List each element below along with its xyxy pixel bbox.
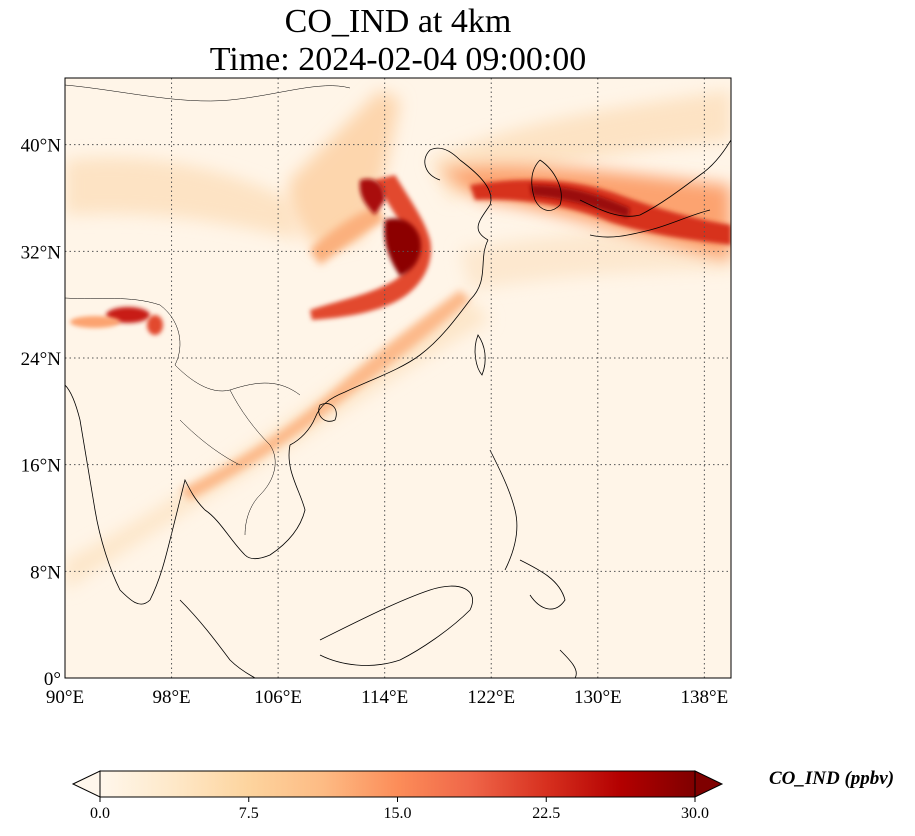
- colorbar-tick-label: 22.5: [532, 805, 561, 822]
- colorbar-tick-label: 15.0: [383, 805, 412, 822]
- colorbar-extend-max: [694, 770, 724, 798]
- latitude-tick-label: 8°N: [30, 562, 61, 583]
- colorbar: [71, 770, 724, 802]
- colorbar-label: CO_IND (ppbv): [769, 768, 895, 789]
- latitude-tick-label: 32°N: [21, 242, 62, 263]
- colorbar-tick-label: 7.5: [238, 805, 259, 822]
- coastlines: [65, 139, 731, 678]
- latitude-tick-label: 24°N: [21, 349, 62, 370]
- colorbar-tick-label: 0.0: [90, 805, 110, 822]
- plot-title: CO_IND at 4km: [284, 3, 512, 40]
- colorbar-gradient: [100, 771, 695, 797]
- longitude-tick-label: 122°E: [467, 687, 515, 708]
- plot-subtitle: Time: 2024-02-04 09:00:00: [209, 41, 587, 78]
- longitude-tick-label: 90°E: [46, 687, 84, 708]
- colorbar-tick-label: 30.0: [681, 805, 709, 822]
- longitude-tick-label: 114°E: [361, 687, 408, 708]
- longitude-labels: 90°E 98°E 106°E 114°E 122°E 130°E 138°E: [46, 687, 728, 708]
- latitude-tick-label: 16°N: [21, 456, 62, 477]
- latitude-labels: 0° 8°N 16°N 24°N 32°N 40°N: [21, 136, 62, 690]
- gridlines: [65, 78, 731, 678]
- longitude-tick-label: 130°E: [574, 687, 622, 708]
- longitude-tick-label: 138°E: [681, 687, 729, 708]
- latitude-tick-label: 40°N: [21, 136, 62, 157]
- longitude-tick-label: 106°E: [254, 687, 302, 708]
- concentration-field: [65, 78, 731, 678]
- map-frame: [64, 77, 732, 679]
- colorbar-extend-min: [71, 770, 101, 798]
- latitude-tick-label: 0°: [44, 669, 61, 690]
- longitude-tick-label: 98°E: [152, 687, 190, 708]
